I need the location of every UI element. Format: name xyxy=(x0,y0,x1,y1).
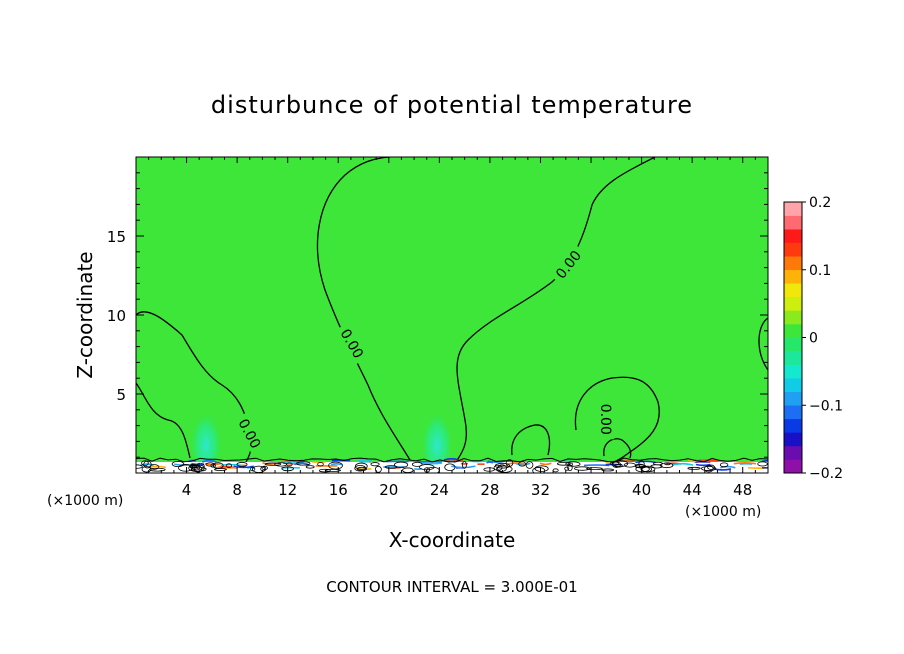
x-tick-label: 16 xyxy=(329,481,348,499)
colorbar-swatch xyxy=(784,202,802,216)
colorbar-tick-label: 0.2 xyxy=(809,195,831,211)
contour-line xyxy=(316,157,411,461)
contour-line xyxy=(136,382,191,459)
cool-plume-left xyxy=(190,401,222,469)
y-axis-label: Z-coordinate xyxy=(73,251,97,378)
colorbar-swatch xyxy=(784,296,802,311)
colorbar-swatch xyxy=(784,337,802,352)
contour-line xyxy=(758,317,768,371)
x-tick-label: 28 xyxy=(480,481,499,499)
x-tick-label: 12 xyxy=(278,481,297,499)
contour-label: 0.00 xyxy=(597,399,615,440)
chart-title: disturbunce of potential temperature xyxy=(211,91,693,119)
colorbar-swatch xyxy=(784,405,802,420)
colorbar-swatch xyxy=(784,445,802,460)
contour-interval-note: CONTOUR INTERVAL = 3.000E-01 xyxy=(326,578,577,596)
colorbar-swatch xyxy=(784,378,802,392)
colorbar-swatch xyxy=(784,215,802,230)
colorbar-tick-label: −0.1 xyxy=(809,398,843,414)
colorbar-swatch xyxy=(784,310,802,325)
svg-text:0.00: 0.00 xyxy=(597,404,613,435)
x-tick-label: 20 xyxy=(379,481,398,499)
contour-line xyxy=(603,438,632,459)
x-tick-label: 40 xyxy=(632,481,651,499)
colorbar-swatch xyxy=(784,351,802,365)
x-tick-label: 4 xyxy=(182,481,192,499)
colorbar-swatch xyxy=(784,391,802,406)
colorbar-swatch xyxy=(784,364,802,379)
y-tick-label: 15 xyxy=(107,228,126,246)
x-tick-label: 24 xyxy=(430,481,449,499)
x-axis-unit-right: (×1000 m) xyxy=(685,504,761,520)
colorbar-tick-label: 0 xyxy=(809,331,818,347)
x-tick-label: 32 xyxy=(531,481,550,499)
colorbar-swatch xyxy=(784,256,802,271)
colorbar-swatch xyxy=(784,418,802,433)
colorbar-tick-label: 0.1 xyxy=(809,263,831,279)
x-axis-label: X-coordinate xyxy=(389,528,516,552)
y-tick-label: 5 xyxy=(116,386,126,404)
cool-plume-mid xyxy=(421,401,453,469)
colorbar-swatch xyxy=(784,432,802,447)
y-tick-label: 10 xyxy=(107,307,126,325)
x-tick-label: 36 xyxy=(581,481,600,499)
colorbar-swatch xyxy=(784,242,802,257)
colorbar: 0.2 0.1 0 −0.1 −0.2 xyxy=(783,195,843,482)
contour-line xyxy=(574,376,660,463)
colorbar-swatch xyxy=(784,323,802,338)
contour-line xyxy=(455,157,656,463)
x-tick-label: 48 xyxy=(733,481,752,499)
x-tick-label: 8 xyxy=(232,481,242,499)
colorbar-swatch xyxy=(784,283,802,298)
colorbar-swatch xyxy=(784,269,802,284)
contour-line xyxy=(511,424,551,456)
x-tick-label: 44 xyxy=(683,481,702,499)
colorbar-tick-label: −0.2 xyxy=(809,466,843,482)
x-axis-unit-left: (×1000 m) xyxy=(47,493,123,509)
colorbar-swatch xyxy=(784,459,802,474)
colorbar-swatch xyxy=(784,229,802,243)
